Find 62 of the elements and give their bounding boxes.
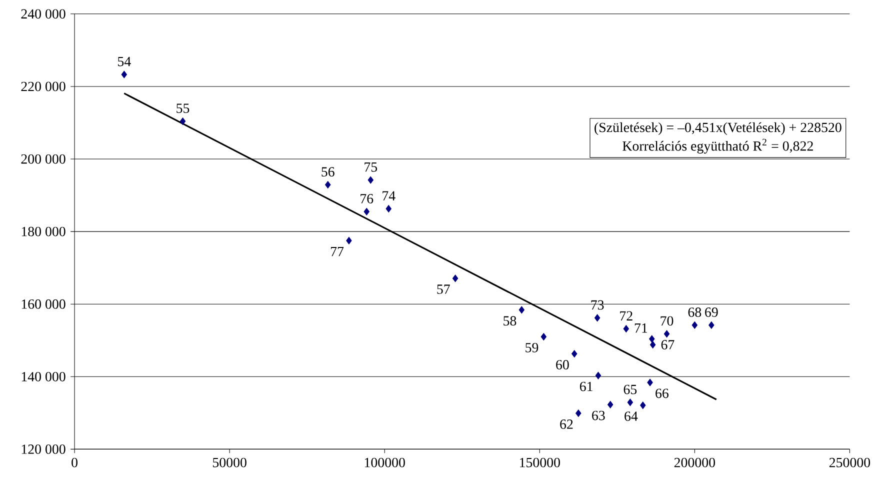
point (518, 306, 525, 314)
annotation: 55 (176, 104, 190, 113)
annotation: 60 (556, 360, 569, 370)
point (623, 325, 629, 332)
point (452, 274, 458, 282)
annotation: 74 (382, 191, 396, 200)
point (386, 204, 392, 212)
point (576, 410, 582, 417)
annotation: 59 (526, 343, 538, 352)
annotation: 58 (504, 316, 516, 326)
annotation: 75 (364, 162, 378, 172)
annotation: Korrelációs együttható R$^{2}$ = 0,822 (622, 138, 813, 154)
point (640, 402, 646, 410)
annotation: 72 (620, 311, 632, 320)
point (647, 378, 653, 386)
point (627, 398, 634, 406)
point (572, 350, 578, 358)
point (325, 181, 331, 188)
point (364, 208, 370, 216)
annotation: 65 (624, 384, 637, 394)
y-tick-label: 140 000 (22, 372, 66, 382)
annotation: 57 (437, 284, 450, 294)
annotation: 71 (634, 323, 648, 333)
point (346, 236, 352, 244)
point (649, 335, 655, 343)
annotation: 68 (688, 308, 702, 317)
x-tick-label: 200000 (674, 458, 716, 468)
annotation: (Születések) = –0,451x(Vetélések) + 228520 (594, 122, 842, 135)
y-tick-label: 180 000 (22, 226, 66, 236)
annotation: 64 (624, 412, 638, 421)
point (708, 321, 714, 329)
point (607, 400, 614, 408)
y-tick-label: 240 000 (21, 9, 66, 19)
annotation: 54 (118, 56, 131, 66)
y-tick-label: 220 000 (21, 82, 66, 92)
point (594, 314, 600, 322)
point (368, 176, 374, 184)
point (121, 70, 128, 78)
x-tick-label: 150000 (520, 458, 560, 468)
annotation: 69 (705, 308, 718, 317)
x-tick-label: 250000 (829, 458, 870, 468)
x-tick-label: 0 (72, 458, 78, 468)
point (664, 330, 670, 338)
annotation: 63 (592, 410, 605, 420)
x-tick-label: 100000 (364, 458, 405, 468)
x-tick-label: 50000 (212, 458, 246, 468)
annotation: 66 (656, 388, 668, 398)
point (692, 321, 698, 329)
y-tick-label: 200 000 (21, 154, 66, 164)
annotation: 67 (661, 340, 674, 350)
annotation: 70 (660, 316, 674, 326)
annotation: 76 (360, 194, 374, 204)
point (595, 372, 602, 380)
annotation: 56 (322, 167, 334, 177)
point (650, 341, 656, 348)
y-tick-label: 160 000 (22, 299, 66, 309)
y-tick-label: 120 000 (22, 444, 66, 454)
point (180, 118, 186, 125)
point (540, 333, 547, 340)
annotation: 62 (560, 420, 573, 429)
annotation: 77 (330, 247, 344, 256)
annotation: 61 (580, 382, 592, 392)
